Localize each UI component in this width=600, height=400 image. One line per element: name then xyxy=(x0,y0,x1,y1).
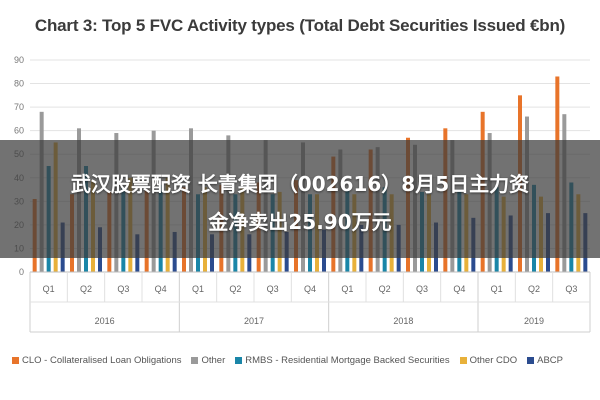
legend-swatch xyxy=(12,356,19,364)
x-tick-label: Q1 xyxy=(491,284,503,294)
chart-legend: CLO - Collateralised Loan Obligations Oth… xyxy=(12,351,598,369)
legend-item: CLO - Collateralised Loan Obligations xyxy=(12,355,181,366)
overlay-headline-line1: 武汉股票配资 长青集团（002616）8月5日主力资 xyxy=(70,172,530,196)
x-tick-label: Q2 xyxy=(379,284,391,294)
legend-item: Other CDO xyxy=(459,354,518,366)
x-tick-label: Q3 xyxy=(416,284,428,294)
year-label: 2018 xyxy=(393,316,413,326)
y-tick-label: 90 xyxy=(14,55,24,65)
x-tick-label: Q4 xyxy=(453,284,465,294)
caption-overlay xyxy=(0,140,600,258)
x-tick-label: Q1 xyxy=(192,284,204,294)
x-tick-label: Q3 xyxy=(117,284,129,294)
y-tick-label: 0 xyxy=(19,267,24,277)
x-tick-label: Q4 xyxy=(304,284,316,294)
legend-label: CLO - Collateralised Loan Obligations xyxy=(22,354,182,366)
legend-swatch xyxy=(459,356,467,364)
x-tick-label: Q1 xyxy=(43,284,55,294)
chart-title: Chart 3: Top 5 FVC Activity types (Total… xyxy=(34,16,566,35)
x-tick-label: Q4 xyxy=(155,284,167,294)
legend-label: Other xyxy=(201,354,226,366)
year-label: 2019 xyxy=(524,316,544,326)
legend-item: ABCP xyxy=(527,355,563,366)
legend-label: RMBS - Residential Mortgage Backed Secur… xyxy=(245,354,450,366)
legend-label: Other CDO xyxy=(469,354,518,366)
x-tick-label: Q2 xyxy=(528,284,540,294)
year-label: 2017 xyxy=(244,316,264,326)
legend-item: Other xyxy=(191,355,225,366)
y-tick-label: 70 xyxy=(14,102,24,112)
legend-swatch xyxy=(235,356,243,364)
y-tick-label: 80 xyxy=(14,79,24,89)
y-tick-label: 60 xyxy=(14,126,24,136)
legend-label: ABCP xyxy=(537,354,563,366)
legend-swatch xyxy=(191,356,199,364)
x-tick-label: Q3 xyxy=(565,284,577,294)
x-tick-label: Q2 xyxy=(229,284,241,294)
x-tick-label: Q2 xyxy=(80,284,92,294)
x-tick-label: Q1 xyxy=(341,284,353,294)
year-label: 2016 xyxy=(95,316,115,326)
legend-swatch xyxy=(527,356,535,364)
legend-item: RMBS - Residential Mortgage Backed Secur… xyxy=(235,354,450,366)
overlay-headline-line2: 金净卖出25.90万元 xyxy=(208,210,392,234)
x-tick-label: Q3 xyxy=(267,284,279,294)
